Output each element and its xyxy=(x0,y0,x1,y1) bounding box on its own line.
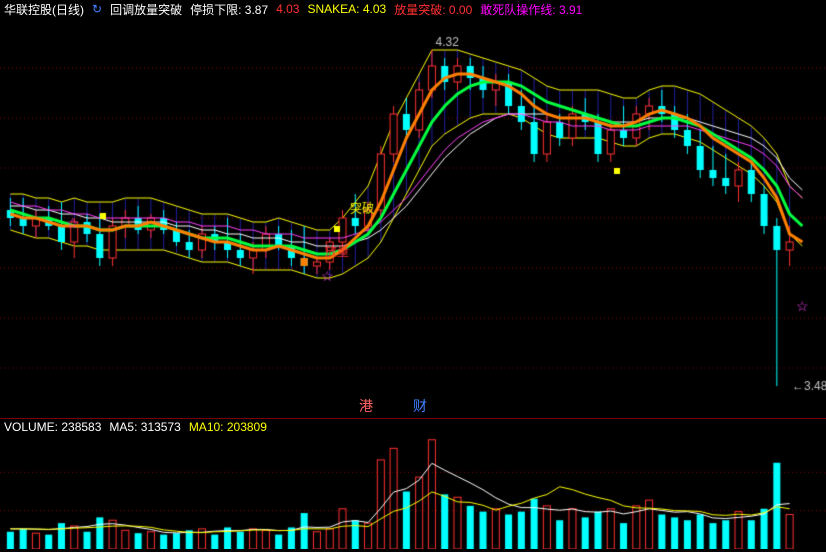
recycle-icon[interactable]: ↻ xyxy=(92,2,102,16)
strategy-name: 回调放量突破 xyxy=(110,1,182,18)
value1: 4.03 xyxy=(276,2,299,16)
chart-header: 华联控股(日线) ↻ 回调放量突破 停损下限: 3.87 4.03 SNAKEA… xyxy=(0,0,826,18)
main-candlestick-chart[interactable]: 港财 xyxy=(0,18,826,418)
ma5: MA5: 313573 xyxy=(109,420,180,434)
volume-chart[interactable] xyxy=(0,434,826,549)
death-line: 敢死队操作线: 3.91 xyxy=(480,1,582,18)
stock-name: 华联控股(日线) xyxy=(4,1,84,18)
volume: VOLUME: 238583 xyxy=(4,420,101,434)
volume-header: VOLUME: 238583 MA5: 313573 MA10: 203809 xyxy=(0,418,826,434)
snakea: SNAKEA: 4.03 xyxy=(307,2,386,16)
ma10: MA10: 203809 xyxy=(189,420,267,434)
stop-loss: 停损下限: 3.87 xyxy=(190,1,268,18)
breakout: 放量突破: 0.00 xyxy=(394,1,472,18)
